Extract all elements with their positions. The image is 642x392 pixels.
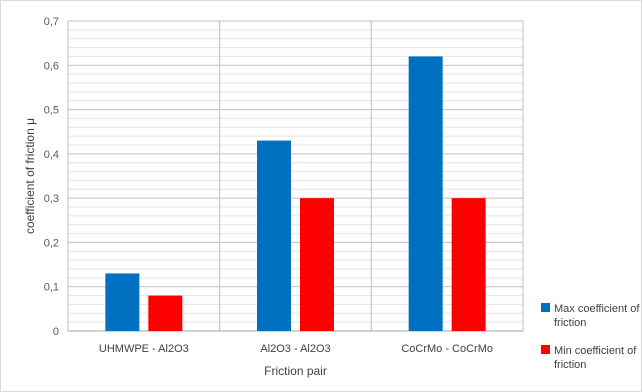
x-category-label: Al2O3 - Al2O3 [260,343,330,355]
y-tick-label: 0,5 [44,105,59,117]
x-axis-category-labels: UHMWPE - Al2O3 Al2O3 - Al2O3 CoCrMo - CoCr… [99,343,493,355]
legend-label: Min coefficient of [554,345,637,357]
y-tick-label: 0 [53,326,59,338]
legend-swatch [541,303,550,312]
x-category-label: UHMWPE - Al2O3 [99,343,189,355]
bar-min-1 [148,295,183,331]
gridlines [67,20,524,332]
bar-max-1 [105,273,140,331]
x-axis-title: Friction pair [264,364,327,378]
bars [105,56,486,332]
y-tick-label: 0,2 [44,237,59,249]
y-axis-tick-labels: 0 0,1 0,2 0,3 0,4 0,5 0,6 0,7 [44,16,59,338]
legend-label: friction [554,359,586,371]
bar-min-3 [451,198,486,331]
y-tick-label: 0,1 [44,282,59,294]
y-axis-title: coefficient of friction μ [23,118,37,234]
bar-max-2 [257,140,291,331]
legend-label: friction [554,317,586,329]
legend: Max coefficient of friction Min coefficien… [541,303,640,371]
bar-max-3 [408,56,443,332]
y-tick-label: 0,6 [44,60,59,72]
legend-label: Max coefficient of [554,303,640,315]
y-tick-label: 0,7 [44,16,59,28]
x-category-label: CoCrMo - CoCrMo [401,343,493,355]
y-tick-label: 0,3 [44,193,59,205]
bar-min-2 [300,198,334,331]
y-tick-label: 0,4 [44,149,59,161]
legend-swatch [541,345,550,354]
